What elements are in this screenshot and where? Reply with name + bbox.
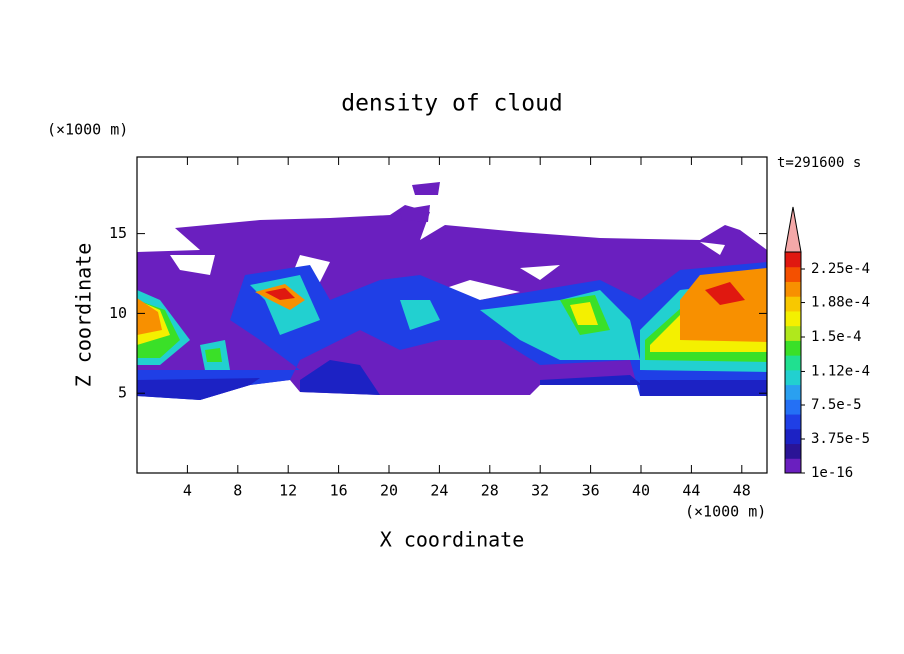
chart-title: density of cloud [341, 91, 563, 117]
contour-field [137, 182, 767, 400]
x-tick-label: 40 [632, 482, 650, 500]
colorbar-tick-label: 2.25e-4 [811, 261, 870, 277]
colorbar-band [785, 325, 801, 341]
colorbar-tick-label: 1.88e-4 [811, 295, 870, 311]
colorbar-band [785, 369, 801, 386]
x-unit: (×1000 m) [685, 503, 766, 521]
colorbar-band [785, 399, 801, 415]
colorbar-band [785, 355, 801, 371]
x-tick-label: 48 [733, 482, 751, 500]
colorbar-tick-label: 3.75e-5 [811, 431, 870, 447]
y-unit: (×1000 m) [47, 121, 128, 139]
colorbar-band [785, 458, 801, 474]
colorbar-band [785, 340, 801, 356]
y-tick-label: 15 [109, 224, 127, 242]
colorbar-band [785, 252, 801, 268]
colorbar-frame [784, 251, 802, 474]
colorbar-band [785, 281, 801, 297]
colorbar-band [785, 296, 801, 312]
colorbar-tick-label: 1.12e-4 [811, 363, 870, 379]
y-axis-label: Z coordinate [72, 243, 96, 388]
x-tick-label: 8 [233, 482, 242, 500]
colorbar-band [785, 443, 801, 459]
colorbar-extend [784, 206, 802, 253]
x-axis-label: X coordinate [380, 528, 525, 552]
colorbar-band [785, 428, 801, 445]
y-tick-label: 5 [118, 384, 127, 402]
x-tick-label: 12 [279, 482, 297, 500]
x-tick-label: 32 [531, 482, 549, 500]
colorbar-band [785, 384, 801, 400]
colorbar-band [785, 310, 801, 327]
colorbar-tick-label: 7.5e-5 [811, 397, 862, 413]
colorbar-band [785, 266, 801, 282]
x-tick-label: 20 [380, 482, 398, 500]
x-tick-label: 4 [183, 482, 192, 500]
colorbar-band [785, 414, 801, 430]
x-tick-label: 28 [481, 482, 499, 500]
colorbar-tick-label: 1e-16 [811, 465, 853, 481]
time-annotation: t=291600 s [777, 155, 861, 171]
x-tick-label: 36 [582, 482, 600, 500]
colorbar-tick-label: 1.5e-4 [811, 329, 862, 345]
x-tick-label: 44 [682, 482, 700, 500]
x-tick-label: 24 [430, 482, 448, 500]
plot-frame [136, 156, 768, 474]
x-tick-label: 16 [330, 482, 348, 500]
y-tick-label: 10 [109, 304, 127, 322]
